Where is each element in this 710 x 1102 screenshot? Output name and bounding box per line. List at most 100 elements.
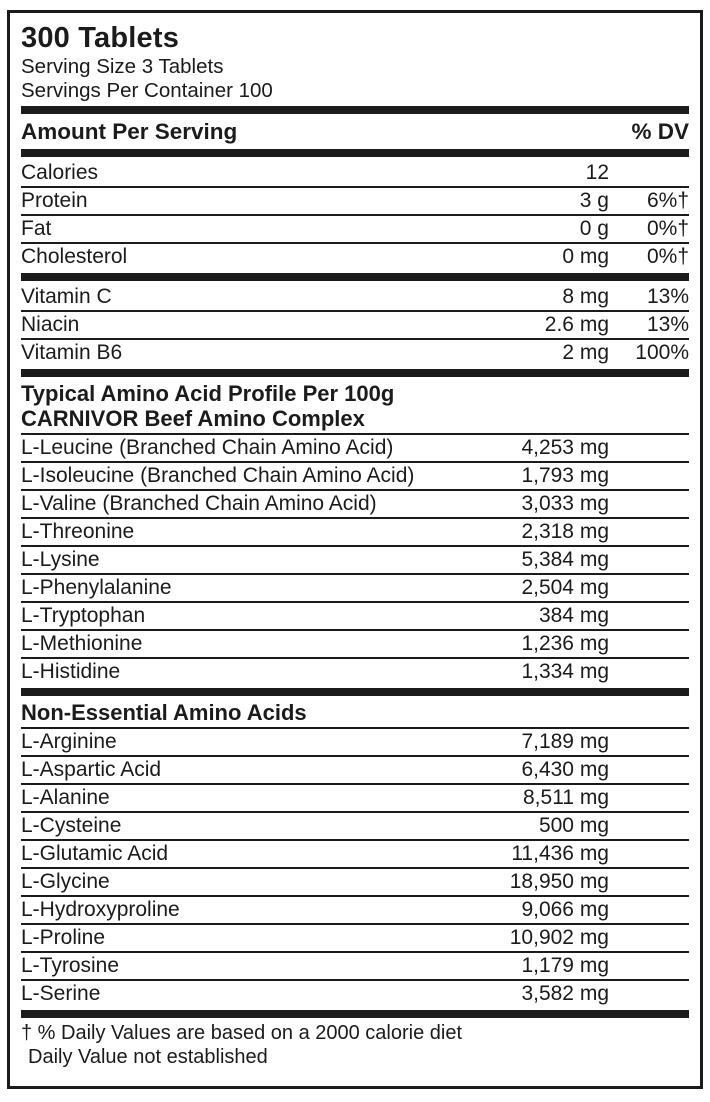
nutrient-name: Fat [21,217,52,240]
non-essential-amino-rows: L-Arginine 7,189 mg L-Aspartic Acid 6,43… [21,729,689,1007]
amino-profile-heading: Typical Amino Acid Profile Per 100g CARN… [21,380,689,435]
nutrient-row: L-Proline 10,902 mg [21,925,689,953]
nutrient-name: L-Cysteine [21,814,122,837]
nutrient-name: L-Isoleucine (Branched Chain Amino Acid) [21,464,415,487]
nutrient-amount: 1,793 mg [521,464,609,487]
nutrient-row: Vitamin B6 2 mg 100% [21,340,689,366]
nutrient-name: L-Threonine [21,520,135,543]
nutrient-row: Protein 3 g 6%† [21,188,689,216]
nutrient-name: L-Phenylalanine [21,576,172,599]
nutrient-row: L-Serine 3,582 mg [21,981,689,1007]
nutrient-row: L-Arginine 7,189 mg [21,729,689,757]
nutrient-amount: 3,033 mg [521,492,609,515]
nutrient-amount: 9,066 mg [521,898,609,921]
nutrient-name: L-Arginine [21,730,117,753]
nutrient-row: L-Cysteine 500 mg [21,813,689,841]
non-essential-heading: Non-Essential Amino Acids [21,699,689,729]
nutrient-row: L-Tyrosine 1,179 mg [21,953,689,981]
nutrient-amount: 10,902 mg [509,926,609,949]
section-divider-bar [21,273,689,281]
nutrient-row: Fat 0 g 0%† [21,216,689,244]
nutrient-name: L-Methionine [21,632,143,655]
nutrient-name: Niacin [21,313,80,336]
amount-per-serving-header: Amount Per Serving [21,119,238,144]
vitamin-rows: Vitamin C 8 mg 13% Niacin 2.6 mg 13% Vit… [21,284,689,366]
nutrient-row: Calories 12 [21,160,689,188]
nutrient-amount: 8 mg [562,285,609,308]
nutrient-name: Cholesterol [21,245,128,268]
nutrient-name: L-Hydroxyproline [21,898,180,921]
nutrient-dv: 0%† [646,217,689,240]
supplement-facts-panel: 300 Tablets Serving Size 3 Tablets Servi… [7,10,703,1089]
nutrient-row: L-Hydroxyproline 9,066 mg [21,897,689,925]
nutrient-amount: 5,384 mg [521,548,609,571]
nutrient-amount: 8,511 mg [523,786,609,809]
nutrient-amount: 7,189 mg [521,730,609,753]
nutrient-amount: 18,950 mg [509,870,609,893]
nutrient-row: Vitamin C 8 mg 13% [21,284,689,312]
nutrient-amount: 3 g [579,189,609,212]
section-divider-bar [21,106,689,114]
nutrient-name: L-Serine [21,982,101,1005]
serving-size-text: Serving Size 3 Tablets [21,55,224,78]
section-divider-bar [21,149,689,157]
nutrient-name: Vitamin C [21,285,112,308]
nutrient-row: L-Threonine 2,318 mg [21,519,689,547]
amino-profile-heading-line1: Typical Amino Acid Profile Per 100g [21,381,395,406]
nutrient-row: L-Glycine 18,950 mg [21,869,689,897]
nutrient-name: L-Glutamic Acid [21,842,169,865]
nutrient-row: L-Histidine 1,334 mg [21,659,689,685]
nutrient-amount: 4,253 mg [521,436,609,459]
nutrient-row: L-Aspartic Acid 6,430 mg [21,757,689,785]
nutrient-name: L-Proline [21,926,106,949]
nutrient-dv: 13% [646,313,689,336]
nutrient-name: L-Histidine [21,660,121,683]
nutrient-amount: 2 mg [562,341,609,364]
essential-amino-rows: L-Leucine (Branched Chain Amino Acid) 4,… [21,435,689,685]
nutrient-amount: 11,436 mg [511,842,609,865]
nutrient-name: L-Valine (Branched Chain Amino Acid) [21,492,377,515]
section-divider-bar [21,688,689,696]
nutrient-dv: 0%† [646,245,689,268]
nutrient-name: L-Leucine (Branched Chain Amino Acid) [21,436,394,459]
nutrient-amount: 0 g [579,217,609,240]
nutrient-row: L-Lysine 5,384 mg [21,547,689,575]
nutrient-name: L-Tryptophan [21,604,146,627]
nutrient-amount: 0 mg [562,245,609,268]
footnote-not-established: Daily Value not established [28,1046,268,1068]
nutrient-row: L-Valine (Branched Chain Amino Acid) 3,0… [21,491,689,519]
nutrient-row: L-Alanine 8,511 mg [21,785,689,813]
nutrient-amount: 3,582 mg [521,982,609,1005]
nutrient-name: L-Aspartic Acid [21,758,162,781]
column-header-row: Amount Per Serving % DV [21,117,689,146]
nutrient-amount: 1,334 mg [521,660,609,683]
nutrient-amount: 2,504 mg [521,576,609,599]
macro-rows: Calories 12 Protein 3 g 6%† Fat 0 g 0%† … [21,160,689,270]
footnote-daily-values: † % Daily Values are based on a 2000 cal… [21,1022,463,1044]
section-divider-bar [21,369,689,377]
nutrient-amount: 500 mg [538,814,609,837]
nutrient-amount: 2.6 mg [544,313,609,336]
nutrient-row: L-Leucine (Branched Chain Amino Acid) 4,… [21,435,689,463]
nutrient-row: L-Methionine 1,236 mg [21,631,689,659]
nutrient-name: Calories [21,161,99,184]
tablet-count-title: 300 Tablets [21,22,180,54]
nutrient-amount: 2,318 mg [521,520,609,543]
nutrient-row: L-Tryptophan 384 mg [21,603,689,631]
nutrient-row: L-Isoleucine (Branched Chain Amino Acid)… [21,463,689,491]
nutrient-name: L-Glycine [21,870,110,893]
servings-per-container-text: Servings Per Container 100 [21,79,273,102]
nutrient-name: L-Tyrosine [21,954,120,977]
nutrient-dv: 13% [646,285,689,308]
nutrient-name: Protein [21,189,88,212]
nutrient-name: L-Lysine [21,548,100,571]
percent-dv-header: % DV [631,119,689,144]
section-divider-bar [21,1010,689,1018]
nutrient-dv: 6%† [646,189,689,212]
nutrient-row: L-Phenylalanine 2,504 mg [21,575,689,603]
nutrient-dv: 100% [635,341,689,364]
nutrient-amount: 1,179 mg [521,954,609,977]
nutrient-name: Vitamin B6 [21,341,123,364]
nutrient-amount: 1,236 mg [521,632,609,655]
amino-profile-heading-line2: CARNIVOR Beef Amino Complex [21,406,365,431]
